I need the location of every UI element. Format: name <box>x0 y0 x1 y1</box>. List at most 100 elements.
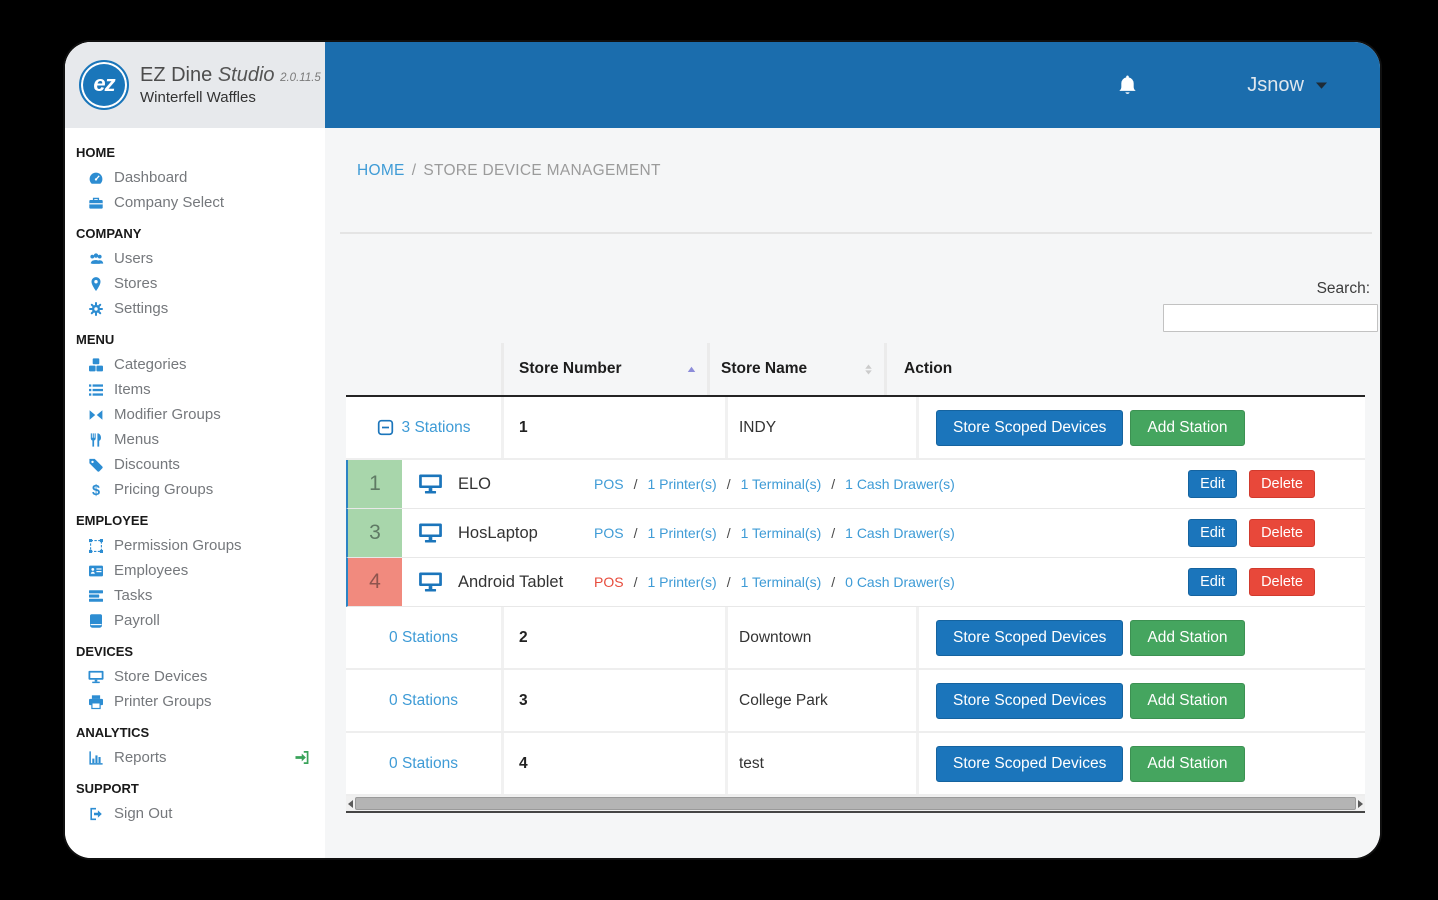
station-cashdrawers-link[interactable]: 1 Cash Drawer(s) <box>845 476 955 492</box>
breadcrumb-separator: / <box>411 162 417 179</box>
scroll-left-arrow[interactable] <box>348 799 353 808</box>
tasks-icon <box>88 588 104 604</box>
delete-station-button[interactable]: Delete <box>1249 519 1315 547</box>
station-terminals-link[interactable]: 1 Terminal(s) <box>740 476 822 492</box>
section-analytics: ANALYTICS <box>76 725 150 740</box>
map-pin-icon <box>88 276 104 292</box>
breadcrumb-home-link[interactable]: HOME <box>357 162 405 179</box>
stations-link[interactable]: 0 Stations <box>389 691 458 709</box>
edit-station-button[interactable]: Edit <box>1188 568 1238 596</box>
stations-link[interactable]: 0 Stations <box>389 754 458 772</box>
sidebar-item-settings[interactable]: Settings <box>65 296 325 321</box>
printer-icon <box>88 694 104 710</box>
dollar-icon: $ <box>88 482 104 498</box>
section-menu: MENU <box>76 332 115 347</box>
sidebar: ez EZ Dine Studio 2.0.11.5 Winterfell Wa… <box>65 42 326 858</box>
station-row-hoslaptop: 3 HosLaptop POS / 1 Printer(s) / 1 Termi… <box>346 509 1365 558</box>
cutlery-icon <box>88 432 104 448</box>
sidebar-item-permission-groups[interactable]: Permission Groups <box>65 533 325 558</box>
scroll-right-arrow[interactable] <box>1358 799 1363 808</box>
store-scoped-devices-button[interactable]: Store Scoped Devices <box>936 745 1124 782</box>
sidebar-item-employees[interactable]: Employees <box>65 558 325 583</box>
horizontal-scrollbar[interactable] <box>346 796 1365 813</box>
add-station-button[interactable]: Add Station <box>1130 619 1245 656</box>
sidebar-item-pricing-groups[interactable]: $ Pricing Groups <box>65 477 325 502</box>
monitor-icon <box>418 570 443 594</box>
tag-icon <box>88 457 104 473</box>
sidebar-item-modifier-groups[interactable]: Modifier Groups <box>65 402 325 427</box>
store-device-table: Store Number Store Name Action 3 Station… <box>346 343 1365 813</box>
add-station-button[interactable]: Add Station <box>1130 682 1245 719</box>
station-pos-link[interactable]: POS <box>594 525 624 541</box>
station-count-badge: 1 <box>348 460 402 508</box>
company-name: Winterfell Waffles <box>140 88 256 106</box>
sidebar-item-discounts[interactable]: Discounts <box>65 452 325 477</box>
logo-area: ez EZ Dine Studio 2.0.11.5 Winterfell Wa… <box>65 42 325 128</box>
sidebar-item-menus[interactable]: Menus <box>65 427 325 452</box>
brand-logo: ez <box>79 60 129 110</box>
station-printers-link[interactable]: 1 Printer(s) <box>647 574 717 590</box>
sidebar-item-tasks[interactable]: Tasks <box>65 583 325 608</box>
store-name-cell: Downtown <box>725 607 916 668</box>
user-menu[interactable]: Jsnow <box>1247 74 1330 97</box>
store-number-cell: 2 <box>501 607 725 668</box>
sort-both-icon <box>862 363 875 376</box>
station-name: HosLaptop <box>458 523 538 542</box>
station-cashdrawers-link[interactable]: 1 Cash Drawer(s) <box>845 525 955 541</box>
users-icon <box>88 251 104 267</box>
station-terminals-link[interactable]: 1 Terminal(s) <box>740 574 822 590</box>
store-scoped-devices-button[interactable]: Store Scoped Devices <box>936 409 1124 446</box>
station-name: ELO <box>458 474 492 493</box>
sort-asc-icon <box>685 363 698 376</box>
scrollbar-thumb[interactable] <box>355 797 1356 810</box>
delete-station-button[interactable]: Delete <box>1249 568 1315 596</box>
station-printers-link[interactable]: 1 Printer(s) <box>647 525 717 541</box>
station-name: Android Tablet <box>458 572 564 591</box>
sidebar-item-payroll[interactable]: Payroll <box>65 608 325 633</box>
sign-in-icon <box>294 749 311 766</box>
notifications-bell-icon[interactable] <box>1116 73 1139 97</box>
header-store-number[interactable]: Store Number <box>501 343 707 395</box>
station-cashdrawers-link[interactable]: 0 Cash Drawer(s) <box>845 574 955 590</box>
edit-station-button[interactable]: Edit <box>1188 470 1238 498</box>
table-header-row: Store Number Store Name Action <box>346 343 1365 397</box>
station-pos-link[interactable]: POS <box>594 476 624 492</box>
sidebar-item-dashboard[interactable]: Dashboard <box>65 165 325 190</box>
sidebar-nav: HOME Dashboard Company Select COMPANY Us… <box>65 128 325 826</box>
sidebar-item-store-devices[interactable]: Store Devices <box>65 664 325 689</box>
sidebar-item-reports[interactable]: Reports <box>65 745 325 770</box>
search-input[interactable] <box>1163 304 1378 332</box>
sidebar-item-users[interactable]: Users <box>65 246 325 271</box>
sidebar-item-printer-groups[interactable]: Printer Groups <box>65 689 325 714</box>
station-row-android-tablet: 4 Android Tablet POS / 1 Printer(s) / 1 … <box>346 558 1365 607</box>
stations-link[interactable]: 0 Stations <box>389 628 458 646</box>
monitor-icon <box>418 472 443 496</box>
brand-logo-text: ez <box>93 71 115 96</box>
sidebar-item-items[interactable]: Items <box>65 377 325 402</box>
station-terminals-link[interactable]: 1 Terminal(s) <box>740 525 822 541</box>
station-printers-link[interactable]: 1 Printer(s) <box>647 476 717 492</box>
sidebar-item-stores[interactable]: Stores <box>65 271 325 296</box>
sidebar-item-company-select[interactable]: Company Select <box>65 190 325 215</box>
header-store-name[interactable]: Store Name <box>707 343 884 395</box>
stations-toggle-link[interactable]: 3 Stations <box>377 419 470 437</box>
store-scoped-devices-button[interactable]: Store Scoped Devices <box>936 682 1124 719</box>
chevron-down-icon <box>1313 77 1330 94</box>
table-row-store-2: 0 Stations 2 Downtown Store Scoped Devic… <box>346 607 1365 670</box>
store-number-cell: 1 <box>501 397 725 458</box>
app-version: 2.0.11.5 <box>280 71 321 84</box>
station-pos-link[interactable]: POS <box>594 574 624 590</box>
add-station-button[interactable]: Add Station <box>1130 745 1245 782</box>
store-number-cell: 4 <box>501 733 725 794</box>
add-station-button[interactable]: Add Station <box>1130 409 1245 446</box>
topbar: Jsnow <box>325 42 1380 128</box>
store-name-cell: test <box>725 733 916 794</box>
section-support: SUPPORT <box>76 781 139 796</box>
sidebar-item-categories[interactable]: Categories <box>65 352 325 377</box>
delete-station-button[interactable]: Delete <box>1249 470 1315 498</box>
app-title: EZ Dine Studio 2.0.11.5 <box>140 63 321 86</box>
gear-icon <box>88 301 104 317</box>
sidebar-item-sign-out[interactable]: Sign Out <box>65 801 325 826</box>
edit-station-button[interactable]: Edit <box>1188 519 1238 547</box>
store-scoped-devices-button[interactable]: Store Scoped Devices <box>936 619 1124 656</box>
